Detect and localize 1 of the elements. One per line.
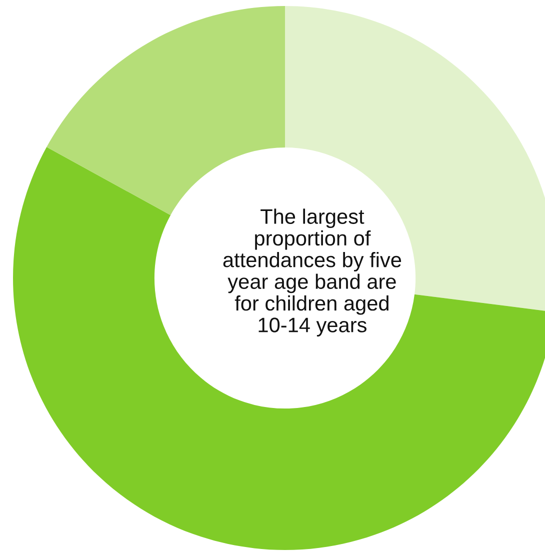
text: The largest proportion of attendances by five year age band are for children aged 10-14 years [223, 208, 402, 336]
